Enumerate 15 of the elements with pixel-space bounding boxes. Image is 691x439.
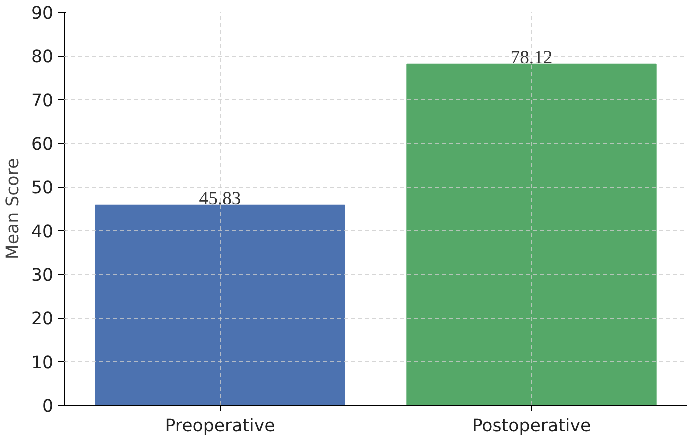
- data-label: 78.12: [510, 47, 553, 68]
- y-tick-label: 40: [31, 222, 54, 242]
- data-label: 45.83: [199, 188, 242, 210]
- y-tick-label: 30: [31, 266, 54, 286]
- y-tick-label: 60: [31, 135, 54, 155]
- x-tick-label: Postoperative: [472, 416, 592, 436]
- y-tick-label: 0: [42, 397, 54, 417]
- x-tick-label: Preoperative: [165, 416, 276, 436]
- y-tick-label: 90: [31, 4, 54, 24]
- y-tick-label: 70: [31, 91, 54, 112]
- y-axis-title: Mean Score: [3, 158, 24, 260]
- y-tick-label: 10: [31, 353, 54, 374]
- y-tick-label: 20: [31, 310, 54, 330]
- y-tick-label: 80: [31, 48, 54, 68]
- y-tick-label: 50: [31, 178, 54, 199]
